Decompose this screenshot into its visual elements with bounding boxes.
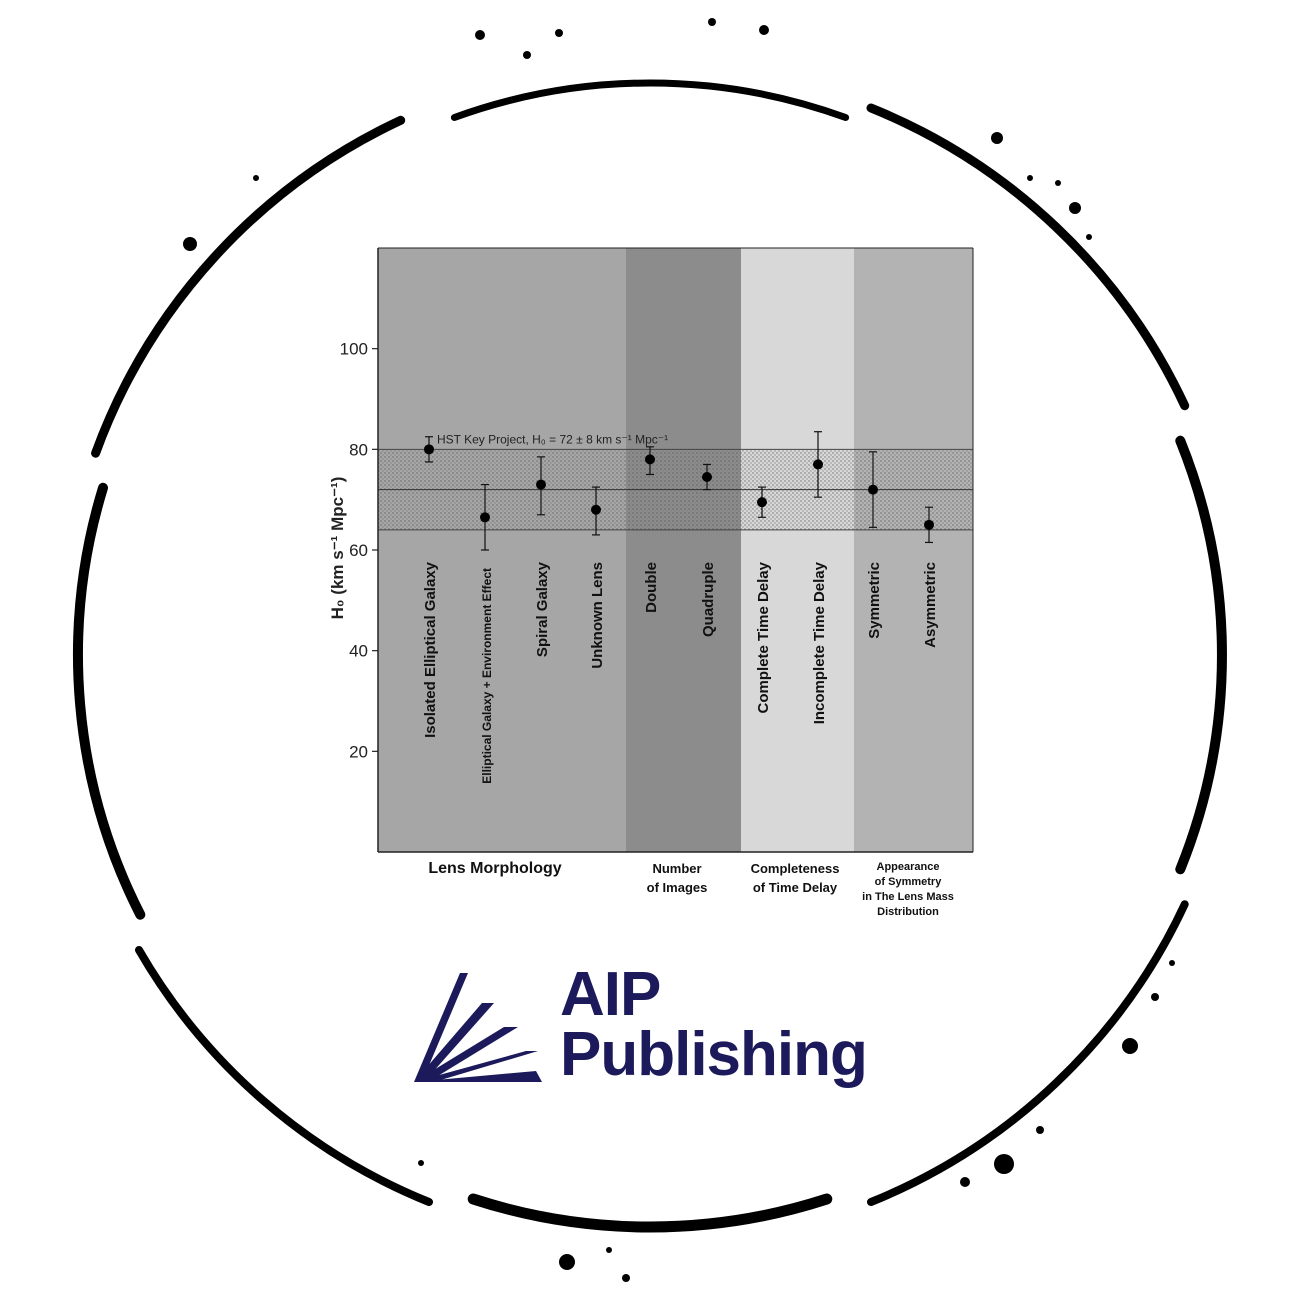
ring-dot bbox=[622, 1274, 630, 1282]
ring-stroke bbox=[135, 946, 433, 1206]
ring-dot bbox=[1151, 993, 1159, 1001]
y-tick-label: 100 bbox=[340, 340, 368, 359]
ring-dot bbox=[606, 1247, 612, 1253]
category-label: Double bbox=[643, 562, 660, 613]
y-axis: 20 40 60 80 100 bbox=[340, 247, 974, 853]
category-label: Spiral Galaxy bbox=[534, 561, 551, 657]
ring-stroke bbox=[866, 103, 1190, 411]
panel-4 bbox=[854, 248, 973, 852]
reference-label: HST Key Project, H₀ = 72 ± 8 km s⁻¹ Mpc⁻… bbox=[437, 432, 668, 446]
group-label-line: in The Lens Mass bbox=[862, 891, 954, 903]
decorative-ring bbox=[72, 18, 1227, 1282]
ring-stroke bbox=[867, 900, 1189, 1206]
ring-dot bbox=[555, 29, 563, 37]
group-label-line: Lens Morphology bbox=[428, 860, 561, 877]
data-point bbox=[536, 479, 546, 490]
group-label-line: of Symmetry bbox=[875, 876, 943, 888]
logo-line-publishing: Publishing bbox=[560, 1020, 868, 1089]
aip-publishing-logo: AIP Publishing bbox=[408, 960, 908, 1095]
ring-stroke bbox=[91, 115, 406, 458]
category-label: Isolated Elliptical Galaxy bbox=[422, 561, 439, 738]
ring-dot bbox=[1169, 960, 1175, 966]
panel-1 bbox=[378, 248, 626, 852]
data-point bbox=[757, 497, 767, 508]
ring-dot bbox=[994, 1154, 1014, 1174]
logo-line-aip: AIP bbox=[560, 960, 661, 1029]
group-label: Lens Morphology bbox=[428, 860, 561, 877]
category-label: Symmetric bbox=[866, 562, 883, 639]
ring-dot bbox=[1086, 234, 1092, 240]
ring-dot bbox=[475, 30, 485, 40]
group-label: Number of Images bbox=[647, 861, 708, 895]
ring-dot bbox=[418, 1160, 424, 1166]
y-tick-label: 60 bbox=[349, 541, 368, 560]
ring-dot bbox=[1122, 1038, 1138, 1054]
panel-2 bbox=[626, 248, 741, 852]
ring-dot bbox=[1027, 175, 1033, 181]
category-labels: Isolated Elliptical Galaxy Elliptical Gal… bbox=[422, 561, 939, 783]
group-labels: Lens Morphology Number of Images Completene… bbox=[428, 860, 954, 918]
category-label: Quadruple bbox=[700, 562, 717, 637]
ring-stroke bbox=[467, 1193, 833, 1233]
data-point bbox=[702, 472, 712, 483]
group-label-line: Number bbox=[652, 861, 701, 876]
ring-stroke bbox=[1175, 435, 1227, 875]
ring-dot bbox=[1069, 202, 1081, 214]
category-label: Incomplete Time Delay bbox=[811, 561, 828, 724]
ring-stroke bbox=[72, 482, 146, 920]
ring-dot bbox=[559, 1254, 575, 1270]
ring-dot bbox=[960, 1177, 970, 1187]
y-tick-label: 80 bbox=[349, 440, 368, 459]
group-label-line: Distribution bbox=[877, 906, 939, 918]
logo-rays-icon bbox=[414, 973, 542, 1082]
group-label: Appearance of Symmetry in The Lens Mass Dis… bbox=[862, 861, 954, 918]
data-point bbox=[813, 459, 823, 470]
group-label: Completeness of Time Delay bbox=[751, 861, 840, 895]
group-label-line: of Images bbox=[647, 880, 708, 895]
data-points bbox=[424, 431, 934, 551]
data-point bbox=[924, 519, 934, 530]
ring-dot bbox=[708, 18, 716, 26]
group-label-line: Completeness bbox=[751, 861, 840, 876]
ring-dot bbox=[1036, 1126, 1044, 1134]
category-label: Elliptical Galaxy + Environment Effect bbox=[480, 568, 494, 784]
y-tick-label: 40 bbox=[349, 642, 368, 661]
panel-3 bbox=[741, 248, 854, 852]
data-point bbox=[868, 484, 878, 495]
ring-dot bbox=[991, 132, 1003, 144]
group-label-line: Appearance bbox=[877, 861, 940, 873]
category-label: Complete Time Delay bbox=[755, 561, 772, 713]
category-label: Unknown Lens bbox=[589, 562, 606, 669]
ring-dot bbox=[183, 237, 197, 251]
reference-band bbox=[378, 448, 973, 531]
category-label: Asymmetric bbox=[922, 562, 939, 648]
data-point bbox=[645, 454, 655, 465]
y-axis-label: H₀ (km s⁻¹ Mpc⁻¹) bbox=[328, 477, 347, 620]
ring-dot bbox=[759, 25, 769, 35]
ring-dot bbox=[523, 51, 531, 59]
y-tick-label: 20 bbox=[349, 742, 368, 761]
data-point bbox=[591, 504, 601, 515]
ring-dot bbox=[1055, 180, 1061, 186]
data-point bbox=[480, 512, 490, 523]
category-panels bbox=[378, 248, 973, 852]
ring-stroke bbox=[450, 79, 850, 121]
group-label-line: of Time Delay bbox=[753, 880, 838, 895]
ring-dot bbox=[253, 175, 259, 181]
data-point bbox=[424, 444, 434, 455]
logo-wordmark: AIP Publishing bbox=[560, 960, 868, 1089]
